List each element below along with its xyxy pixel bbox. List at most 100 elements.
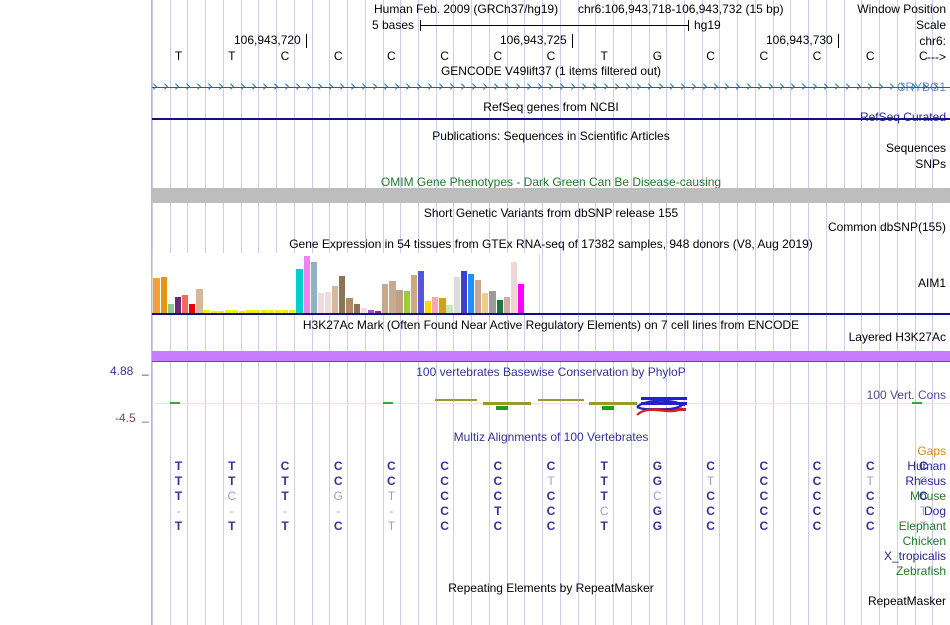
sidebar-item-100-vert-cons[interactable]: 100 Vert. Cons <box>866 388 946 402</box>
sidebar-item-sequences[interactable]: Sequences <box>885 141 946 155</box>
sidebar-item-refseq-curated[interactable]: RefSeq Curated <box>859 110 946 124</box>
alignment-base: T <box>174 474 183 488</box>
gtex-tissue-bar[interactable] <box>160 277 167 313</box>
gtex-tissue-bar[interactable] <box>360 308 367 313</box>
gtex-tissue-bar[interactable] <box>224 310 232 313</box>
gtex-tissue-bar[interactable] <box>453 277 460 313</box>
gtex-tissue-bar[interactable] <box>475 280 482 313</box>
gtex-tissue-bar[interactable] <box>482 293 489 313</box>
gtex-tissue-bar[interactable] <box>396 290 403 313</box>
alignment-base: - <box>336 504 341 518</box>
gtex-tissue-bar[interactable] <box>310 262 317 313</box>
gtex-expression-chart[interactable] <box>152 253 540 313</box>
sidebar-item-aim1[interactable]: AIM1 <box>917 276 946 290</box>
gtex-tissue-bar[interactable] <box>210 311 217 313</box>
conservation-plot[interactable] <box>152 388 950 424</box>
gtex-tissue-bar[interactable] <box>417 271 425 313</box>
gtex-tissue-bar[interactable] <box>274 310 282 313</box>
sidebar-item-species-rhesus[interactable]: Rhesus <box>905 474 946 488</box>
gencode-gene-line[interactable] <box>152 87 950 88</box>
gtex-tissue-bar[interactable] <box>353 304 360 313</box>
omim-gene-bar[interactable] <box>152 188 950 203</box>
gtex-tissue-bar[interactable] <box>174 297 182 313</box>
gtex-tissue-bar[interactable] <box>496 300 503 313</box>
gtex-tissue-bar[interactable] <box>196 289 203 313</box>
alignment-base: C <box>440 474 449 488</box>
gtex-baseline <box>152 313 950 315</box>
gtex-tissue-bar[interactable] <box>253 310 260 313</box>
gtex-tissue-bar[interactable] <box>489 291 496 313</box>
gtex-tissue-bar[interactable] <box>189 304 196 313</box>
gtex-tissue-bar[interactable] <box>389 281 396 313</box>
alignment-base: C <box>865 459 875 473</box>
gtex-tissue-bar[interactable] <box>317 293 325 313</box>
alignment-base: T <box>600 489 608 503</box>
gtex-tissue-bar[interactable] <box>439 298 446 313</box>
gtex-tissue-bar[interactable] <box>296 269 303 313</box>
gtex-tissue-bar[interactable] <box>374 311 382 313</box>
alignment-base: T <box>600 459 608 473</box>
gtex-tissue-bar[interactable] <box>446 305 453 313</box>
sidebar-item-gaps[interactable]: Gaps <box>917 444 946 458</box>
ruler-tick <box>306 34 307 48</box>
gtex-tissue-bar[interactable] <box>203 310 210 313</box>
alignment-base: G <box>652 519 663 533</box>
assembly-name: Human Feb. 2009 (GRCh37/hg19) <box>374 2 559 16</box>
sidebar-item-common-dbsnp[interactable]: Common dbSNP(155) <box>827 220 946 234</box>
gtex-bars <box>153 253 539 313</box>
gtex-tissue-bar[interactable] <box>346 298 353 313</box>
gtex-tissue-bar[interactable] <box>432 297 439 313</box>
gtex-tissue-bar[interactable] <box>510 262 518 313</box>
gtex-tissue-bar[interactable] <box>267 310 274 313</box>
gtex-tissue-bar[interactable] <box>282 310 289 313</box>
gtex-tissue-bar[interactable] <box>467 274 475 313</box>
sidebar-item-species-chicken[interactable]: Chicken <box>902 534 946 548</box>
conservation-max-tick: _ <box>142 362 149 376</box>
gtex-tissue-bar[interactable] <box>324 292 332 313</box>
gtex-tissue-bar[interactable] <box>503 297 510 313</box>
sidebar-item-repeatmasker[interactable]: RepeatMasker <box>867 594 946 608</box>
h3k27ac-baseline <box>152 361 950 362</box>
gtex-tissue-bar[interactable] <box>410 275 417 313</box>
dbsnp-track-title: Short Genetic Variants from dbSNP releas… <box>423 206 679 220</box>
conservation-crossing-glyph <box>636 399 684 416</box>
gtex-tissue-bar[interactable] <box>460 271 467 313</box>
gtex-tissue-bar[interactable] <box>239 311 246 313</box>
sidebar-item-species-human[interactable]: Human <box>907 459 946 473</box>
assembly-db-text: hg19 <box>694 18 721 32</box>
gtex-tissue-bar[interactable] <box>246 310 253 313</box>
alignment-base: T <box>866 474 874 488</box>
alignment-base: C <box>546 459 556 473</box>
gtex-tissue-bar[interactable] <box>217 311 224 313</box>
grid-line <box>578 0 579 625</box>
gtex-tissue-bar[interactable] <box>153 278 160 313</box>
gtex-tissue-bar[interactable] <box>332 286 339 313</box>
sidebar-item-snps[interactable]: SNPs <box>915 157 946 171</box>
gtex-tissue-bar[interactable] <box>181 295 189 313</box>
gtex-tissue-bar[interactable] <box>260 310 267 313</box>
refseq-gene-line[interactable] <box>152 118 950 120</box>
gtex-tissue-bar[interactable] <box>367 310 375 313</box>
h3k27ac-signal-bar[interactable] <box>152 351 950 361</box>
sidebar-item-species-elephant[interactable]: Elephant <box>898 519 946 533</box>
gtex-tissue-bar[interactable] <box>167 304 174 313</box>
gtex-tissue-bar[interactable] <box>403 291 410 313</box>
alignment-base: C <box>759 489 769 503</box>
alignment-base: C <box>333 474 343 488</box>
ruler-position-label: 106,943,725 <box>500 33 567 47</box>
sidebar-item-species-mouse[interactable]: Mouse <box>909 489 946 503</box>
sidebar-item-species-x_tropicalis[interactable]: X_tropicalis <box>883 549 946 563</box>
alignment-base: C <box>865 504 875 518</box>
gtex-tissue-bar[interactable] <box>303 256 310 313</box>
sidebar-item-layered-h3k27ac[interactable]: Layered H3K27Ac <box>848 330 946 344</box>
gtex-tissue-bar[interactable] <box>232 310 239 313</box>
gtex-tissue-bar[interactable] <box>339 276 346 313</box>
alignment-base: G <box>652 474 663 488</box>
sidebar-item-species-dog[interactable]: Dog <box>923 504 946 518</box>
sidebar-item-species-zebrafish[interactable]: Zebrafish <box>895 564 946 578</box>
gtex-tissue-bar[interactable] <box>289 310 296 313</box>
scale-bar-line <box>420 25 688 26</box>
gtex-tissue-bar[interactable] <box>382 284 389 313</box>
gtex-tissue-bar[interactable] <box>517 284 525 313</box>
gtex-tissue-bar[interactable] <box>425 301 432 313</box>
